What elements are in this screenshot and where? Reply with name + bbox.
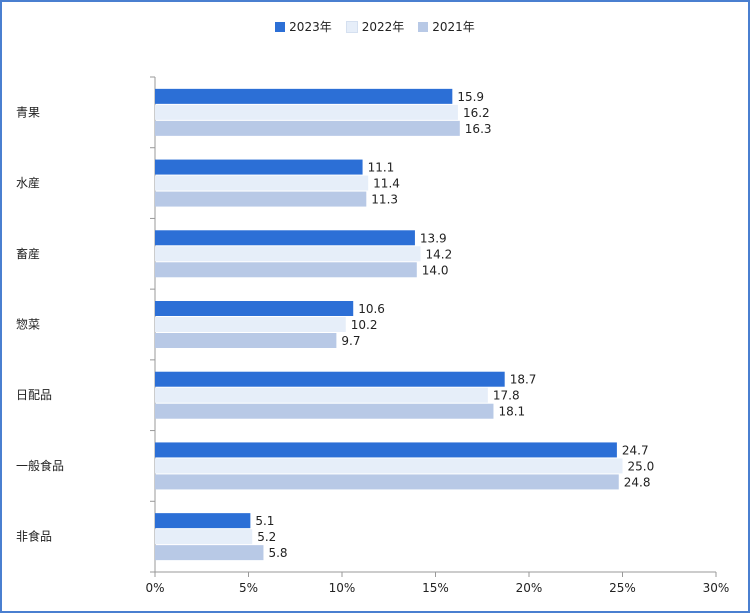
x-tick-label: 5% xyxy=(239,581,258,595)
data-label: 9.7 xyxy=(341,334,360,348)
legend-swatch-2021 xyxy=(418,21,429,32)
bar xyxy=(155,513,251,529)
data-label: 17.8 xyxy=(493,389,520,403)
data-label: 24.8 xyxy=(624,475,651,489)
legend-label-2023: 2023年 xyxy=(289,20,332,34)
x-tick-label: 30% xyxy=(703,581,730,595)
bar xyxy=(155,159,363,175)
x-tick-label: 25% xyxy=(609,581,636,595)
legend-swatch-2022 xyxy=(345,20,358,33)
legend-label-2021: 2021年 xyxy=(432,20,475,34)
data-label: 5.1 xyxy=(255,514,274,528)
category-label: 日配品 xyxy=(16,388,52,402)
legend-item-2021: 2021年 xyxy=(418,18,475,35)
data-label: 10.2 xyxy=(351,318,378,332)
data-label: 11.1 xyxy=(368,161,395,175)
data-label: 14.0 xyxy=(422,263,449,277)
data-label: 25.0 xyxy=(628,459,655,473)
x-tick-label: 15% xyxy=(422,581,449,595)
bar xyxy=(155,387,488,403)
data-label: 24.7 xyxy=(622,443,649,457)
bar xyxy=(155,230,415,246)
bar xyxy=(155,333,337,348)
category-label: 青果 xyxy=(16,105,40,119)
bar xyxy=(155,442,617,458)
category-label: 畜産 xyxy=(16,246,40,261)
category-label: 一般食品 xyxy=(16,458,64,473)
legend-swatch-2023 xyxy=(275,21,286,32)
data-label: 5.2 xyxy=(257,530,276,544)
legend-item-2022: 2022年 xyxy=(345,18,405,35)
data-label: 16.3 xyxy=(465,122,492,136)
x-tick-label: 10% xyxy=(329,581,356,595)
bar xyxy=(155,474,619,490)
data-label: 13.9 xyxy=(420,231,447,245)
data-label: 16.2 xyxy=(463,106,490,120)
bar xyxy=(155,88,453,104)
bar xyxy=(155,371,505,387)
data-label: 5.8 xyxy=(268,546,287,560)
bar xyxy=(155,529,253,545)
data-label: 11.4 xyxy=(373,177,400,191)
bar xyxy=(155,191,367,207)
category-label: 惣菜 xyxy=(16,317,40,332)
legend-item-2023: 2023年 xyxy=(275,18,332,35)
bar xyxy=(155,301,354,316)
bar xyxy=(155,246,421,262)
bar xyxy=(155,458,623,474)
data-label: 10.6 xyxy=(358,302,385,316)
data-label: 18.1 xyxy=(498,405,525,419)
x-tick-label: 0% xyxy=(145,581,164,595)
bar xyxy=(155,262,417,278)
bar xyxy=(155,545,264,561)
chart-legend: 2023年 2022年 2021年 xyxy=(0,18,750,35)
category-label: 非食品 xyxy=(16,529,52,544)
category-label: 水産 xyxy=(16,175,40,190)
bar xyxy=(155,317,346,332)
legend-label-2022: 2022年 xyxy=(361,20,405,34)
data-label: 11.3 xyxy=(371,193,398,207)
data-label: 15.9 xyxy=(457,90,484,104)
bar xyxy=(155,403,494,419)
bar xyxy=(155,120,460,136)
data-label: 14.2 xyxy=(426,247,453,261)
bar xyxy=(155,175,369,191)
data-label: 18.7 xyxy=(510,373,537,387)
x-tick-label: 20% xyxy=(516,581,543,595)
bar xyxy=(155,104,458,120)
